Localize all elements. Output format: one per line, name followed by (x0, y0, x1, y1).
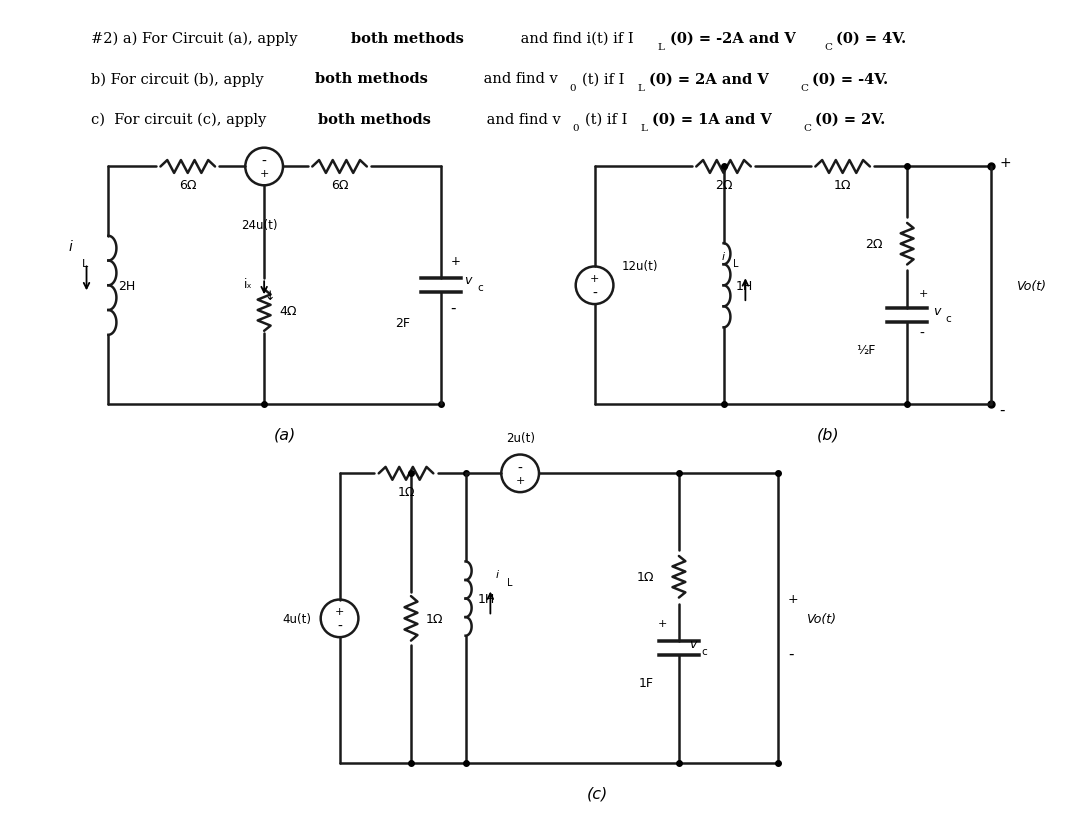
Text: v: v (689, 637, 696, 649)
Text: c)  For circuit (c), apply: c) For circuit (c), apply (92, 113, 271, 127)
Text: 6Ω: 6Ω (179, 179, 196, 192)
Text: -: - (262, 154, 267, 169)
Text: v: v (933, 304, 940, 317)
Text: 0: 0 (570, 84, 576, 93)
Text: ½F: ½F (856, 344, 876, 356)
Text: C: C (825, 43, 833, 52)
Text: (0) = -4V.: (0) = -4V. (812, 72, 889, 86)
Text: +: + (590, 274, 599, 284)
Text: ↓: ↓ (264, 289, 275, 302)
Text: i: i (495, 569, 499, 579)
Text: +: + (999, 156, 1011, 170)
Text: -: - (337, 619, 342, 633)
Text: Vo(t): Vo(t) (1017, 279, 1046, 292)
Text: +: + (335, 607, 345, 617)
Text: (c): (c) (586, 785, 607, 801)
Text: -: - (518, 461, 522, 475)
Text: +: + (788, 592, 799, 605)
Text: L: L (507, 577, 513, 587)
Text: and find v: and find v (482, 113, 561, 127)
Text: 0: 0 (573, 124, 579, 133)
Text: both methods: both methods (351, 32, 464, 46)
Text: (t) if I: (t) if I (585, 113, 627, 127)
Text: C: C (803, 124, 811, 133)
Text: and find v: and find v (479, 72, 558, 86)
Text: C: C (800, 84, 808, 93)
Text: -: - (592, 287, 597, 301)
Text: 6Ω: 6Ω (331, 179, 348, 192)
Text: -: - (919, 327, 924, 341)
Text: (0) = 2A and V: (0) = 2A and V (649, 72, 769, 86)
Text: -: - (999, 402, 1005, 417)
Text: -: - (450, 301, 457, 315)
Text: i: i (69, 239, 72, 253)
Text: both methods: both methods (318, 113, 431, 127)
Text: L: L (640, 124, 647, 133)
Text: +: + (450, 255, 461, 268)
Text: 4u(t): 4u(t) (283, 612, 311, 625)
Text: v: v (464, 274, 472, 287)
Text: c: c (946, 314, 952, 324)
Text: iₓ: iₓ (243, 278, 252, 291)
Text: L: L (733, 259, 739, 269)
Text: #2) a) For Circuit (a), apply: #2) a) For Circuit (a), apply (92, 32, 303, 46)
Text: (0) = 4V.: (0) = 4V. (836, 32, 906, 46)
Text: 1H: 1H (736, 279, 753, 292)
Text: +: + (260, 170, 269, 179)
Text: 1H: 1H (477, 592, 494, 605)
Text: 1Ω: 1Ω (834, 179, 852, 192)
Text: 2F: 2F (395, 317, 410, 330)
Text: 24u(t): 24u(t) (241, 219, 278, 232)
Text: b) For circuit (b), apply: b) For circuit (b), apply (92, 72, 269, 87)
Text: (a): (a) (274, 427, 295, 441)
Text: 2u(t): 2u(t) (505, 431, 534, 444)
Text: (0) = 1A and V: (0) = 1A and V (652, 113, 772, 127)
Text: both methods: both methods (314, 72, 428, 86)
Text: +: + (658, 618, 667, 628)
Text: c: c (477, 283, 484, 293)
Text: 1Ω: 1Ω (397, 486, 415, 499)
Text: 1Ω: 1Ω (637, 571, 654, 584)
Text: 2H: 2H (118, 279, 136, 292)
Text: L: L (638, 84, 644, 93)
Text: 1Ω: 1Ω (425, 612, 444, 625)
Text: +: + (919, 289, 928, 299)
Text: +: + (516, 476, 524, 486)
Text: Vo(t): Vo(t) (806, 612, 836, 625)
Text: (0) = 2V.: (0) = 2V. (815, 113, 885, 127)
Text: 2Ω: 2Ω (865, 238, 882, 251)
Text: L: L (658, 43, 665, 52)
Text: (b): (b) (816, 427, 839, 441)
Text: i: i (722, 251, 725, 261)
Text: 1F: 1F (639, 676, 654, 690)
Text: (0) = -2A and V: (0) = -2A and V (670, 32, 796, 46)
Text: 12u(t): 12u(t) (621, 260, 658, 273)
Text: 2Ω: 2Ω (715, 179, 732, 192)
Text: -: - (788, 645, 794, 661)
Text: c: c (702, 646, 708, 656)
Text: and find i(t) if I: and find i(t) if I (516, 32, 633, 46)
Text: L: L (82, 259, 87, 269)
Text: 4Ω: 4Ω (279, 304, 296, 317)
Text: (t) if I: (t) if I (582, 72, 624, 86)
